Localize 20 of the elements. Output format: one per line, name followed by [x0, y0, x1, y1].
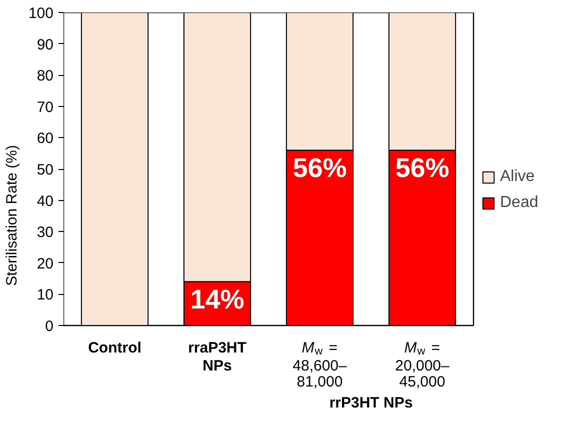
y-tick-label: 80	[36, 68, 54, 85]
y-tick-label: 60	[36, 130, 54, 148]
y-tick-label: 40	[36, 192, 54, 210]
legend-label: Dead	[500, 194, 538, 212]
text: rrP3HT NPs	[329, 394, 413, 412]
y-tick-label: 30	[36, 224, 54, 242]
data-label: 14%	[190, 284, 244, 315]
y-axis-title: Sterilisation Rate (%)	[3, 145, 20, 286]
x-tick-label: rraP3HT NPs	[188, 340, 246, 374]
y-tick-label: 0	[45, 318, 54, 335]
y-tick-label: 50	[36, 162, 54, 178]
y-tick-label: 20	[36, 255, 54, 272]
x-tick-label: Control	[88, 340, 142, 356]
y-tick-label: 90	[36, 36, 54, 54]
legend-label: Alive	[500, 168, 535, 186]
data-label: 56%	[292, 153, 347, 184]
data-label: 56%	[395, 153, 450, 184]
y-tick-label: 100	[28, 5, 54, 22]
y-tick-label: 70	[36, 98, 54, 116]
y-tick-label: 10	[36, 286, 54, 304]
